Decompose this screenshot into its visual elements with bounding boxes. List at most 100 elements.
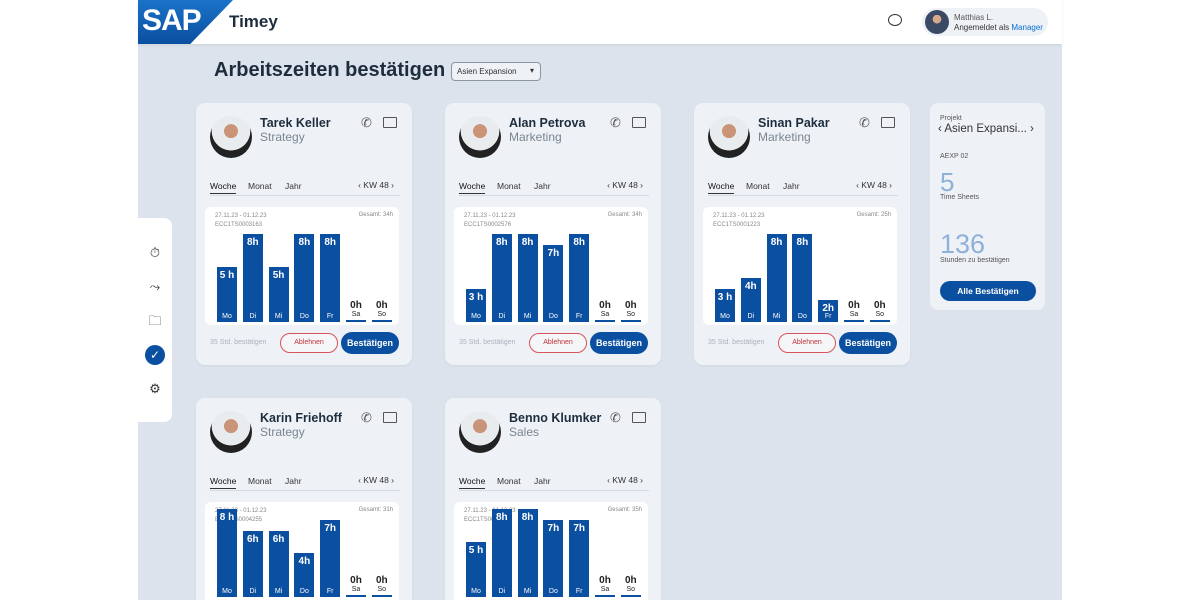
bar-do: 8h Do bbox=[792, 234, 813, 322]
bar-di: 8h Di bbox=[491, 509, 512, 597]
bar-day-label: Fr bbox=[575, 588, 583, 595]
avatar bbox=[459, 116, 501, 158]
bar-day-label: Fr bbox=[824, 313, 832, 320]
week-navigator[interactable]: ‹ KW 48 › bbox=[358, 475, 394, 485]
tab-jahr[interactable]: Jahr bbox=[534, 476, 551, 486]
analytics-icon[interactable]: ⤳ bbox=[149, 279, 161, 294]
bar-mo: 3 h Mo bbox=[715, 289, 735, 322]
bar-value-label: 8h bbox=[521, 237, 534, 248]
period-tabs: Woche Monat Jahr ‹ KW 48 › bbox=[459, 180, 649, 196]
bar-fr: 7h Fr bbox=[569, 520, 590, 597]
hours-chart: 27.11.23 - 01.12.23 ECC1TS0002576 Gesamt: … bbox=[454, 207, 648, 325]
week-navigator[interactable]: ‹ KW 48 › bbox=[856, 180, 892, 190]
week-navigator[interactable]: ‹ KW 48 › bbox=[358, 180, 394, 190]
phone-icon[interactable]: ✆ bbox=[610, 115, 621, 130]
bar-day-label: Di bbox=[249, 313, 257, 320]
bar-value-label: 0h bbox=[350, 575, 362, 586]
reject-button[interactable]: Ablehnen bbox=[280, 333, 338, 353]
tab-monat[interactable]: Monat bbox=[497, 181, 521, 191]
chart-date-range: 27.11.23 - 01.12.23 ECC1TS0001223 bbox=[713, 213, 765, 228]
confirm-all-button[interactable]: Alle Bestätigen bbox=[940, 281, 1036, 301]
message-icon[interactable] bbox=[383, 412, 397, 423]
bar-mi: 8h Mi bbox=[766, 234, 787, 322]
project-code: AEXP 02 bbox=[940, 153, 969, 160]
user-role: Angemeldet als Manager bbox=[954, 23, 1043, 32]
tab-jahr[interactable]: Jahr bbox=[783, 181, 800, 191]
bar-day-label: Sa bbox=[849, 311, 859, 318]
confirm-button[interactable]: Bestätigen bbox=[590, 332, 648, 354]
gear-icon[interactable]: ⚙ bbox=[149, 381, 161, 396]
tab-woche[interactable]: Woche bbox=[459, 181, 486, 194]
stopwatch-icon[interactable]: ⏱ bbox=[149, 245, 161, 260]
bar-value-label: 8h bbox=[521, 512, 534, 523]
message-icon[interactable] bbox=[383, 117, 397, 128]
chat-bubble-icon[interactable] bbox=[888, 14, 902, 26]
tab-jahr[interactable]: Jahr bbox=[285, 476, 302, 486]
bar-day-label: Mo bbox=[471, 588, 481, 595]
bar-day-label: So bbox=[875, 311, 885, 318]
reject-button[interactable]: Ablehnen bbox=[529, 333, 587, 353]
tab-woche[interactable]: Woche bbox=[210, 181, 237, 194]
week-navigator[interactable]: ‹ KW 48 › bbox=[607, 180, 643, 190]
message-icon[interactable] bbox=[881, 117, 895, 128]
message-icon[interactable] bbox=[632, 117, 646, 128]
employee-name: Karin Friehoff bbox=[260, 411, 342, 425]
bar-fr: 8h Fr bbox=[320, 234, 341, 322]
project-switcher[interactable]: ‹ Asien Expansi... › bbox=[938, 123, 1034, 135]
week-navigator[interactable]: ‹ KW 48 › bbox=[607, 475, 643, 485]
bar-mi: 8h Mi bbox=[517, 234, 538, 322]
bar-day-label: Di bbox=[747, 313, 755, 320]
reject-button[interactable]: Ablehnen bbox=[778, 333, 836, 353]
phone-icon[interactable]: ✆ bbox=[361, 115, 372, 130]
bar-day-label: Do bbox=[797, 313, 807, 320]
folder-edit-icon[interactable]: 🗀 bbox=[148, 313, 162, 328]
bar-value-label: 8 h bbox=[219, 512, 235, 523]
bar-sa: 0h Sa bbox=[595, 300, 615, 322]
bar-day-label: Sa bbox=[351, 311, 361, 318]
app-window: SAP Timey Matthias L. Angemeldet als Man… bbox=[138, 0, 1062, 600]
message-icon[interactable] bbox=[632, 412, 646, 423]
project-select[interactable]: Asien Expansion bbox=[451, 62, 541, 81]
bar-mo: 8 h Mo bbox=[217, 509, 237, 597]
bar-di: 4h Di bbox=[740, 278, 761, 322]
bar-value-label: 8h bbox=[796, 237, 809, 248]
bar-day-label: Mi bbox=[523, 588, 532, 595]
phone-icon[interactable]: ✆ bbox=[859, 115, 870, 130]
bar-so: 0h So bbox=[620, 575, 641, 597]
bar-sa: 0h Sa bbox=[595, 575, 615, 597]
tab-woche[interactable]: Woche bbox=[459, 476, 486, 489]
hours-chart: 27.11.23 - 01.12.23 ECC1TS0003265 Gesamt: … bbox=[454, 502, 648, 600]
tab-monat[interactable]: Monat bbox=[248, 476, 272, 486]
user-menu[interactable]: Matthias L. Angemeldet als Manager bbox=[922, 8, 1048, 36]
hours-label: Stunden zu bestätigen bbox=[940, 257, 1010, 264]
bar-mi: 8h Mi bbox=[517, 509, 538, 597]
tab-monat[interactable]: Monat bbox=[746, 181, 770, 191]
confirm-button[interactable]: Bestätigen bbox=[341, 332, 399, 354]
bar-fr: 8h Fr bbox=[569, 234, 590, 322]
confirm-button[interactable]: Bestätigen bbox=[839, 332, 897, 354]
page-title: Arbeitszeiten bestätigen bbox=[214, 59, 446, 81]
tab-jahr[interactable]: Jahr bbox=[534, 181, 551, 191]
tab-monat[interactable]: Monat bbox=[248, 181, 272, 191]
bar-value-label: 8h bbox=[770, 237, 783, 248]
period-tabs: Woche Monat Jahr ‹ KW 48 › bbox=[459, 475, 649, 491]
bar-value-label: 6h bbox=[272, 534, 285, 545]
tab-monat[interactable]: Monat bbox=[497, 476, 521, 486]
bar-day-label: Mo bbox=[222, 588, 232, 595]
phone-icon[interactable]: ✆ bbox=[610, 410, 621, 425]
tab-jahr[interactable]: Jahr bbox=[285, 181, 302, 191]
chart-total: Gesamt: 25h bbox=[856, 212, 891, 218]
check-circle-icon[interactable]: ✓ bbox=[145, 345, 165, 365]
phone-icon[interactable]: ✆ bbox=[361, 410, 372, 425]
bar-value-label: 0h bbox=[624, 300, 637, 311]
bar-day-label: Fr bbox=[575, 313, 583, 320]
bar-fr: 7h Fr bbox=[320, 520, 341, 597]
bar-do: 7h Do bbox=[543, 245, 564, 322]
bar-day-label: Mo bbox=[222, 313, 232, 320]
bar-value-label: 7h bbox=[547, 248, 560, 259]
tab-woche[interactable]: Woche bbox=[708, 181, 735, 194]
bar-value-label: 0h bbox=[375, 575, 388, 586]
employee-name: Sinan Pakar bbox=[758, 116, 830, 130]
tab-woche[interactable]: Woche bbox=[210, 476, 237, 489]
sidebar: ⏱ ⤳ 🗀 ✓ ⚙ bbox=[138, 218, 172, 422]
